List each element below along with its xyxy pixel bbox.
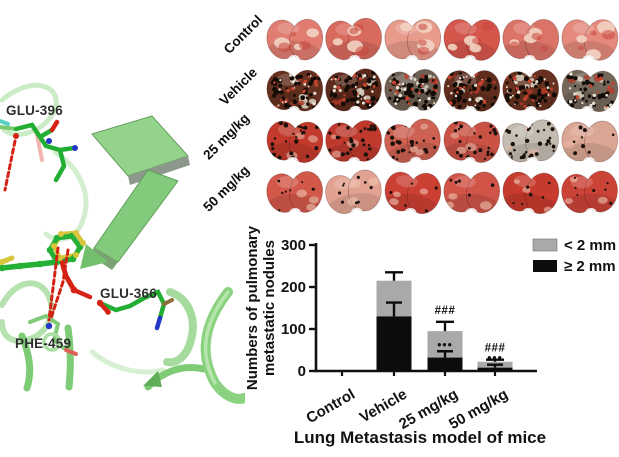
chart-legend: < 2 mm ≥ 2 mm	[532, 237, 616, 275]
error-bar-total	[486, 358, 504, 362]
lung-photo	[325, 68, 382, 116]
residue-label-glu-396: GLU-396	[6, 103, 63, 118]
legend-label: < 2 mm	[564, 237, 616, 254]
ligand-sticks	[0, 230, 93, 300]
residue-label-glu-366: GLU-366	[100, 286, 157, 301]
residue-label-phe-459: PHE-459	[15, 336, 72, 351]
error-bar-total	[436, 320, 454, 332]
lung-photo	[502, 171, 560, 218]
y-tick-label: 200	[281, 279, 306, 296]
lung-photo	[561, 120, 619, 165]
lung-photo	[384, 69, 441, 115]
legend-swatch	[532, 238, 558, 252]
ribbon-arrowhead-icon	[143, 371, 162, 387]
bar-segment-ge2mm	[427, 357, 463, 371]
lung-photo-grid: Control Vehicle 25 mg/kg 50 mg/kg	[0, 0, 619, 225]
lung-photo	[502, 119, 559, 167]
bar-segment-ge2mm	[477, 367, 513, 371]
chart-bars	[376, 271, 513, 371]
significance-hash: ###	[435, 305, 456, 317]
y-tick-label: 0	[298, 363, 306, 380]
molecular-docking-panel: GLU-396 GLU-366 PHE-459	[0, 0, 249, 457]
lung-photo	[384, 171, 442, 218]
significance-dots: •••	[437, 337, 453, 351]
lung-photo	[502, 19, 560, 64]
lung-photo	[266, 18, 324, 64]
lung-photo	[266, 171, 323, 216]
legend-swatch	[533, 260, 557, 272]
error-bar-dark	[386, 301, 402, 317]
y-tick-label: 100	[281, 321, 306, 338]
significance-dots: •••	[487, 351, 503, 365]
error-bar-dark	[487, 363, 503, 368]
legend-label: ≥ 2 mm	[564, 258, 616, 275]
chart-axes: 0 100 200 300	[281, 237, 537, 380]
lung-photo	[266, 69, 324, 115]
svg-text:metastatic nodules: metastatic nodules	[261, 240, 278, 376]
lung-photo	[561, 170, 618, 217]
lung-photo	[325, 17, 382, 64]
lung-photo	[502, 69, 559, 114]
hydrogen-bond-dashes	[3, 139, 70, 322]
bar-segment-ge2mm	[376, 316, 412, 371]
lung-photo	[325, 169, 382, 219]
x-tick-label-control: Control	[303, 386, 358, 427]
lung-photo	[561, 69, 619, 116]
chart-annotations: ###••• ###•••	[435, 305, 506, 365]
lung-photo	[443, 171, 501, 216]
lung-photo	[443, 120, 501, 167]
svg-text:Numbers of pulmonary: Numbers of pulmonary	[245, 225, 261, 390]
lung-photo	[561, 19, 619, 64]
beta-sheet-slabs	[80, 115, 190, 270]
protein-structure-illustration	[0, 82, 249, 404]
lung-photo	[384, 18, 442, 64]
error-bar-total	[385, 271, 403, 281]
lung-photo	[325, 120, 382, 166]
lung-photo	[266, 120, 324, 167]
x-axis-title: Lung Metastasis model of mice	[294, 428, 546, 447]
metastasis-bar-chart: 0 100 200 300 Numbers of pulmonary metastatic…	[244, 225, 619, 457]
residue-sticks	[0, 119, 174, 356]
lung-photo	[443, 70, 501, 115]
error-bar-dark	[437, 350, 453, 358]
y-tick-label: 300	[281, 237, 306, 254]
lung-photo	[443, 19, 501, 65]
significance-hash: ###	[485, 343, 506, 355]
lung-photos	[266, 17, 619, 219]
lung-photo	[384, 118, 441, 168]
y-axis-label: Numbers of pulmonary metastatic nodules	[244, 225, 278, 390]
